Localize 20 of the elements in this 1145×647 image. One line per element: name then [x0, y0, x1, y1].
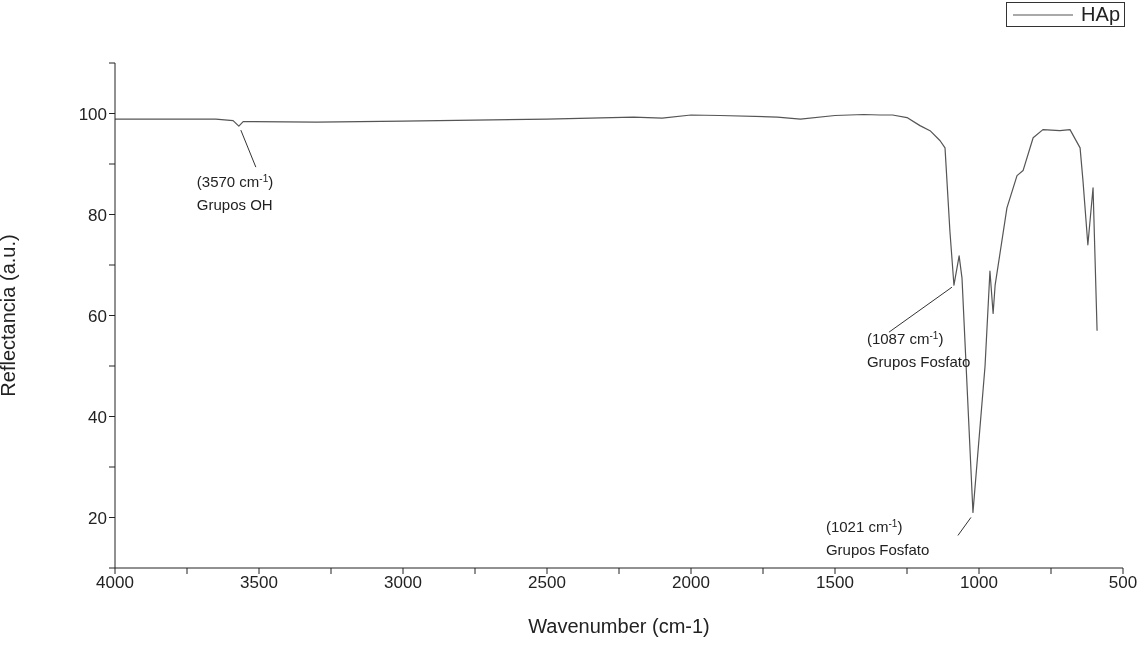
x-tick-label: 500: [1108, 573, 1138, 593]
x-tick-label: 3000: [384, 573, 422, 593]
y-tick-label: 60: [88, 306, 107, 326]
annotation: (1021 cm$^{-1}$) Grupos Fosfato: [825, 517, 930, 559]
y-tick-label: 100: [78, 104, 107, 124]
y-tick-label: 40: [88, 407, 107, 427]
x-tick-label: 1500: [816, 573, 854, 593]
annotation: (1087 cm$^{-1}$) Grupos Fosfato: [866, 329, 971, 371]
annotation: (3570 cm$^{-1}$) Grupos OH: [196, 172, 274, 214]
x-tick-label: 3500: [240, 573, 278, 593]
y-axis-title: Reflectancia (a.u.): [0, 234, 20, 397]
y-tick-label: 80: [88, 205, 107, 225]
y-tick-label: 20: [88, 508, 107, 528]
legend-label: HAp: [1081, 3, 1120, 26]
x-tick-label: 4000: [96, 573, 134, 593]
x-tick-label: 2000: [672, 573, 710, 593]
line-series: [115, 113, 1098, 514]
x-axis-title: Wavenumber (cm-1): [528, 615, 710, 637]
x-tick-label: 2500: [528, 573, 566, 593]
x-tick-label: 1000: [960, 573, 998, 593]
